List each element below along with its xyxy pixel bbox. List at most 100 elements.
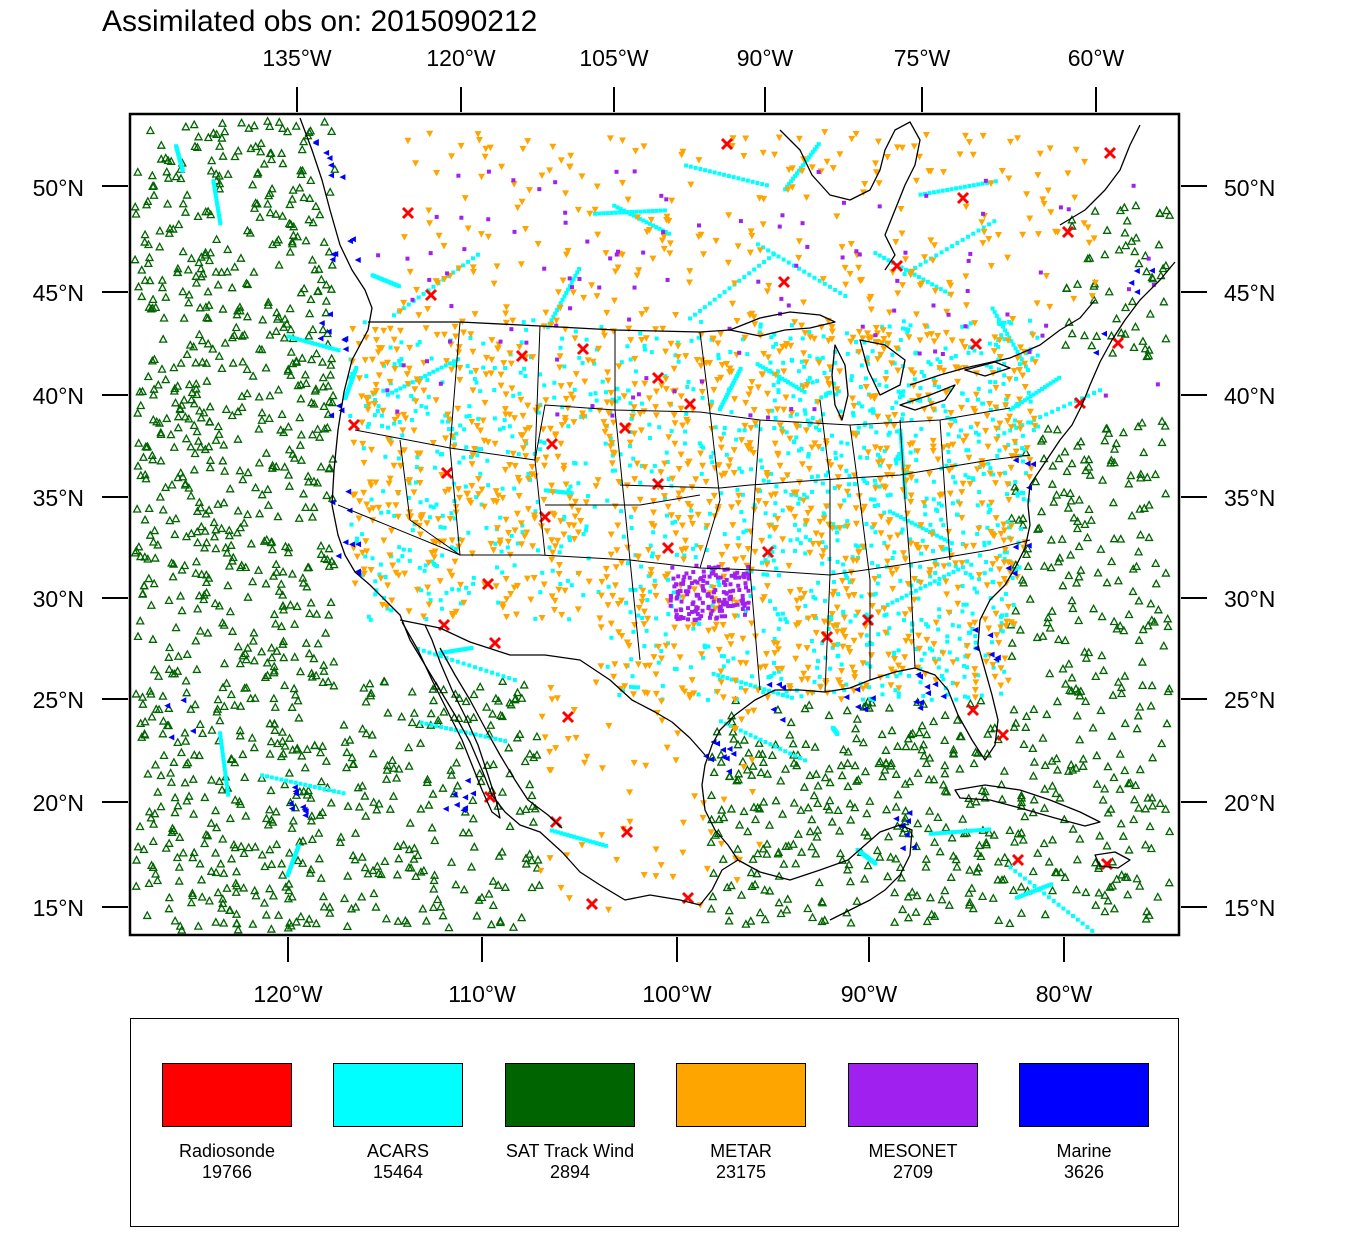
acars-marker (1011, 602, 1016, 607)
sat-wind-marker (304, 477, 314, 486)
sat-wind-marker (133, 408, 143, 417)
sat-wind-marker (270, 702, 280, 711)
sat-wind-marker (718, 854, 728, 863)
acars-marker (397, 358, 402, 363)
sat-wind-marker (323, 676, 333, 686)
sat-wind-marker (285, 600, 296, 609)
acars-marker (853, 339, 858, 344)
acars-marker (1041, 885, 1046, 890)
sat-wind-marker (452, 781, 463, 790)
acars-marker (542, 440, 547, 445)
sat-wind-marker (213, 499, 223, 508)
acars-marker (633, 369, 638, 374)
acars-marker (862, 479, 867, 484)
acars-marker (1062, 404, 1067, 409)
acars-marker (1016, 894, 1021, 899)
sat-wind-marker (257, 407, 267, 417)
metar-marker (547, 425, 555, 433)
metar-marker (667, 512, 675, 519)
sat-wind-marker (253, 565, 264, 574)
sat-wind-marker (852, 714, 862, 723)
sat-wind-marker (282, 319, 292, 328)
acars-marker (599, 325, 604, 330)
sat-wind-marker (969, 758, 979, 768)
acars-marker (1014, 425, 1019, 430)
acars-marker (780, 426, 785, 431)
acars-marker (671, 590, 676, 595)
acars-marker (951, 475, 956, 480)
metar-marker (350, 439, 358, 447)
metar-marker (547, 321, 555, 329)
metar-marker (762, 651, 770, 658)
acars-marker (937, 657, 942, 662)
sat-wind-marker (194, 257, 204, 267)
sat-wind-marker (1064, 570, 1074, 580)
sat-wind-marker (504, 742, 514, 752)
acars-marker (870, 407, 875, 412)
sat-wind-marker (865, 796, 875, 805)
acars-marker (369, 497, 374, 502)
acars-marker (627, 463, 632, 468)
sat-wind-marker (287, 194, 297, 203)
metar-marker (606, 433, 614, 441)
sat-wind-marker (952, 862, 962, 871)
sat-wind-marker (1137, 657, 1147, 666)
sat-wind-marker (176, 358, 186, 367)
sat-wind-marker (297, 751, 307, 760)
acars-marker (923, 259, 928, 264)
acars-marker (934, 284, 939, 289)
acars-marker (766, 675, 771, 680)
sat-wind-marker (307, 512, 318, 521)
metar-marker (929, 257, 937, 264)
sat-wind-marker (846, 918, 856, 927)
sat-wind-marker (1074, 615, 1084, 625)
sat-wind-marker (404, 761, 414, 770)
metar-marker (392, 502, 400, 509)
metar-marker (562, 190, 570, 197)
sat-wind-marker (776, 775, 786, 785)
acars-marker (958, 185, 963, 190)
acars-marker (716, 579, 721, 584)
sat-wind-marker (825, 777, 835, 787)
sat-wind-marker (732, 775, 742, 785)
metar-marker (822, 438, 830, 445)
metar-marker (492, 488, 500, 495)
metar-marker (613, 547, 621, 554)
metar-marker (855, 349, 863, 356)
metar-marker (884, 414, 892, 422)
acars-marker (591, 840, 596, 845)
acars-marker (736, 371, 741, 376)
acars-marker (836, 592, 841, 597)
acars-marker (947, 562, 952, 567)
sat-wind-marker (1071, 884, 1082, 894)
sat-wind-marker (140, 229, 150, 239)
sat-wind-marker (224, 905, 235, 915)
sat-wind-marker (283, 923, 293, 932)
acars-marker (625, 210, 630, 215)
sat-wind-marker (214, 183, 225, 193)
metar-marker (804, 664, 812, 672)
acars-marker (780, 376, 785, 381)
acars-marker (552, 380, 557, 385)
acars-marker (849, 374, 854, 379)
sat-wind-marker (209, 531, 220, 541)
metar-marker (602, 250, 610, 257)
acars-marker (828, 666, 833, 671)
metar-marker (879, 327, 887, 334)
metar-marker (685, 458, 693, 466)
sat-wind-marker (164, 228, 174, 237)
acars-marker (558, 581, 563, 586)
metar-marker (501, 406, 509, 413)
sat-wind-marker (893, 741, 903, 750)
sat-wind-marker (1135, 881, 1145, 890)
acars-marker (1026, 390, 1031, 395)
acars-marker (753, 735, 758, 740)
sat-wind-marker (372, 861, 382, 870)
sat-wind-marker (295, 183, 305, 192)
acars-marker (664, 450, 669, 455)
sat-wind-marker (305, 308, 315, 318)
acars-marker (844, 468, 849, 473)
acars-marker (686, 379, 691, 384)
acars-marker (812, 147, 817, 152)
metar-marker (817, 168, 825, 175)
